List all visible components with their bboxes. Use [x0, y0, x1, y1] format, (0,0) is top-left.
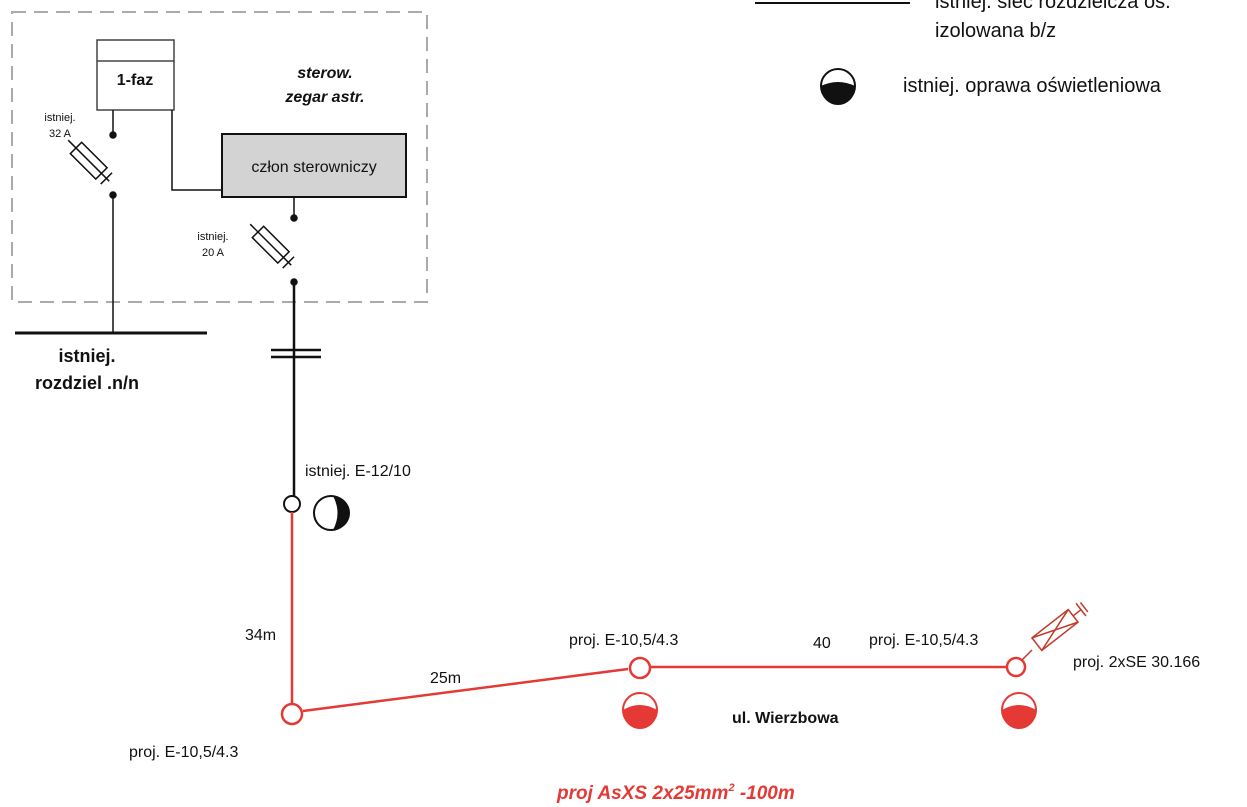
existing-pole-symbol: [283, 495, 301, 513]
fuse-32a-symbol: [67, 110, 117, 333]
fuse-20a-label-2: 20 A: [202, 247, 225, 259]
new-lamp-3-icon: [1001, 692, 1037, 729]
cable-spec-text: proj AsXS 2x25mm: [556, 783, 729, 804]
control-unit-label: człon sterowniczy: [251, 159, 376, 176]
fuse-32a-label-1: istniej.: [44, 112, 75, 124]
new-lamp-2-icon: [622, 692, 658, 729]
existing-pole-label: istniej. E-12/10: [305, 463, 411, 480]
feeder-line: [271, 282, 321, 502]
legend-line-text: istniej. sieć rozdzielcza oś.: [935, 0, 1171, 13]
pole-3-label: proj. E-10,5/4.3: [869, 632, 979, 649]
segment-2-length: 25m: [430, 670, 461, 687]
pole-2-label: proj. E-10,5/4.3: [569, 632, 679, 649]
control-cabinet-frame: [11, 11, 428, 303]
meter-to-control-wire: [171, 110, 222, 191]
phase-meter-box: [96, 39, 175, 111]
cable-route: [290, 512, 1009, 713]
legend-lamp-icon: [820, 68, 856, 105]
segment-1-length: 34m: [245, 627, 276, 644]
legend-line-text-2: izolowana b/z: [935, 20, 1056, 42]
distribution-label-1: istniej.: [58, 346, 115, 366]
control-unit-box: [221, 133, 407, 198]
cable-spec-superscript: 2: [727, 782, 734, 794]
fuse-20a-label-1: istniej.: [197, 231, 228, 243]
new-pole-3-symbol: [1005, 656, 1027, 678]
cable-spec-label: proj AsXS 2x25mm2 -100m: [556, 782, 795, 804]
street-label: ul. Wierzbowa: [732, 710, 839, 727]
cable-spec-tail: -100m: [735, 783, 795, 804]
legend-lamp-text: istniej. oprawa oświetleniowa: [903, 75, 1162, 97]
new-pole-1-symbol: [280, 702, 304, 726]
fuse-20a-symbol: [249, 197, 298, 286]
new-pole-2-symbol: [628, 656, 652, 680]
segment-3-length: 40: [813, 635, 831, 652]
control-title-1: sterow.: [297, 65, 352, 82]
phase-meter-label: 1-faz: [117, 72, 153, 89]
fuse-32a-label-2: 32 A: [49, 128, 72, 140]
end-device-label: proj. 2xSE 30.166: [1073, 654, 1200, 671]
end-fuse-device-icon: [1021, 602, 1089, 661]
pole-1-label: proj. E-10,5/4.3: [129, 744, 239, 761]
control-title-2: zegar astr.: [284, 89, 364, 106]
existing-lamp-icon: [313, 495, 350, 531]
distribution-label-2: rozdziel .n/n: [35, 373, 139, 393]
